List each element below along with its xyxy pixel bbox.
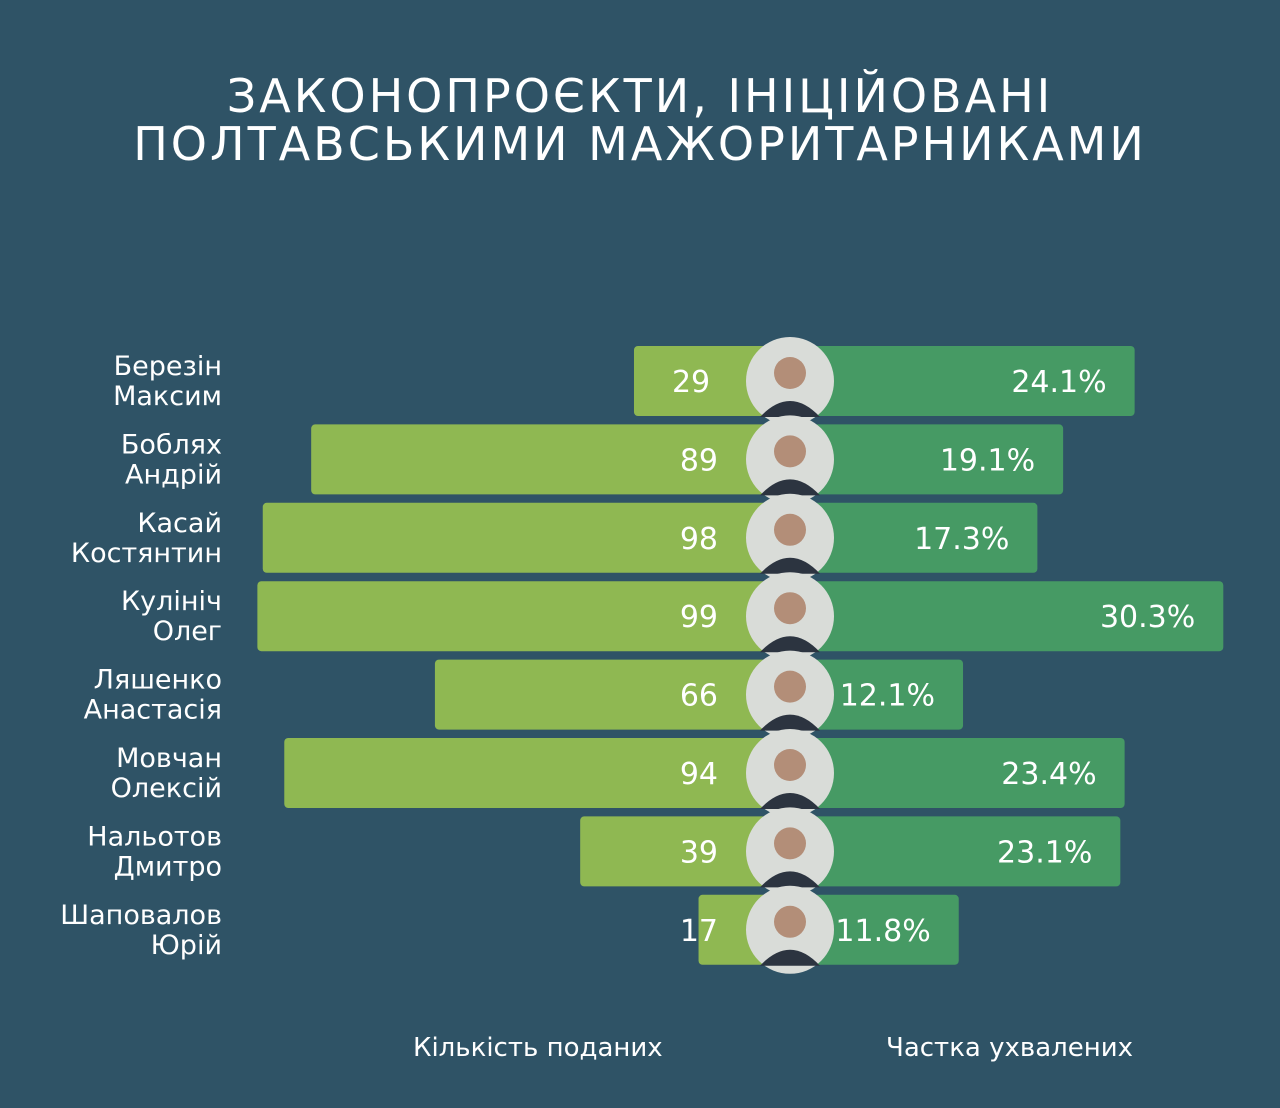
category-label: Березін Максим [113,351,222,412]
share-bar [790,894,959,965]
avatar-icon [746,572,834,661]
category-label: Ляшенко Анастасія [84,665,222,726]
count-value-label: 98 [680,522,718,557]
chart-title: ЗАКОНОПРОЄКТИ, ІНІЦІЙОВАНІ ПОЛТАВСЬКИМИ … [0,72,1280,168]
category-label: Боблях Андрій [121,429,222,490]
share-value-label: 23.4% [1001,757,1096,792]
share-value-label: 11.8% [835,914,930,949]
avatar-icon [746,729,834,817]
category-label: Нальотов Дмитро [87,821,222,882]
count-bar [284,738,790,808]
legend-count-label: Кількість поданих [413,1033,663,1063]
share-bar [790,581,1224,652]
chart-row: 66 12.1% Ляшенко Анастасія [84,650,964,739]
count-value-label: 99 [680,600,718,635]
count-value-label: 29 [672,365,710,400]
chart-row: 17 11.8% Шаповалов Юрій [60,885,959,974]
avatar-icon [746,807,834,896]
chart-title-line-2: ПОЛТАВСЬКИМИ МАЖОРИТАРНИКАМИ [133,117,1147,171]
chart-row: 29 24.1% Березін Максим [113,337,1135,425]
count-bar [262,502,790,573]
count-value-label: 17 [680,914,718,949]
share-value-label: 24.1% [1011,365,1106,400]
count-value-label: 39 [680,835,718,870]
count-value-label: 66 [680,679,718,714]
category-label: Мовчан Олексій [111,743,222,804]
avatar-icon [746,337,834,425]
avatar-icon [746,885,834,974]
share-value-label: 23.1% [997,835,1092,870]
chart-title-line-1: ЗАКОНОПРОЄКТИ, ІНІЦІЙОВАНІ [226,69,1054,123]
chart-row: 94 23.4% Мовчан Олексій [111,729,1125,817]
share-bar [790,816,1121,887]
share-bar [790,346,1135,416]
chart-row: 39 23.1% Нальотов Дмитро [87,807,1121,896]
share-bar [790,738,1125,808]
avatar-icon [746,415,834,504]
share-bar [790,424,1064,495]
chart-row: 89 19.1% Боблях Андрій [121,415,1064,504]
share-value-label: 12.1% [840,679,935,714]
category-label: Кулініч Олег [121,586,222,647]
share-value-label: 19.1% [940,443,1035,478]
legend-share-label: Частка ухвалених [886,1033,1134,1063]
chart-row: 99 30.3% Кулініч Олег [121,572,1224,661]
count-bar [580,816,790,887]
count-value-label: 89 [680,443,718,478]
share-value-label: 30.3% [1100,600,1195,635]
avatar-icon [746,650,834,739]
share-bar [790,502,1038,573]
count-value-label: 94 [680,757,718,792]
share-bar [790,659,964,730]
count-bar [257,581,790,652]
category-label: Касай Костянтин [71,508,222,569]
category-label: Шаповалов Юрій [60,900,222,961]
count-bar [434,659,790,730]
chart-row: 98 17.3% Касай Костянтин [71,493,1038,582]
count-bar [311,424,790,495]
share-value-label: 17.3% [914,522,1009,557]
avatar-icon [746,493,834,582]
